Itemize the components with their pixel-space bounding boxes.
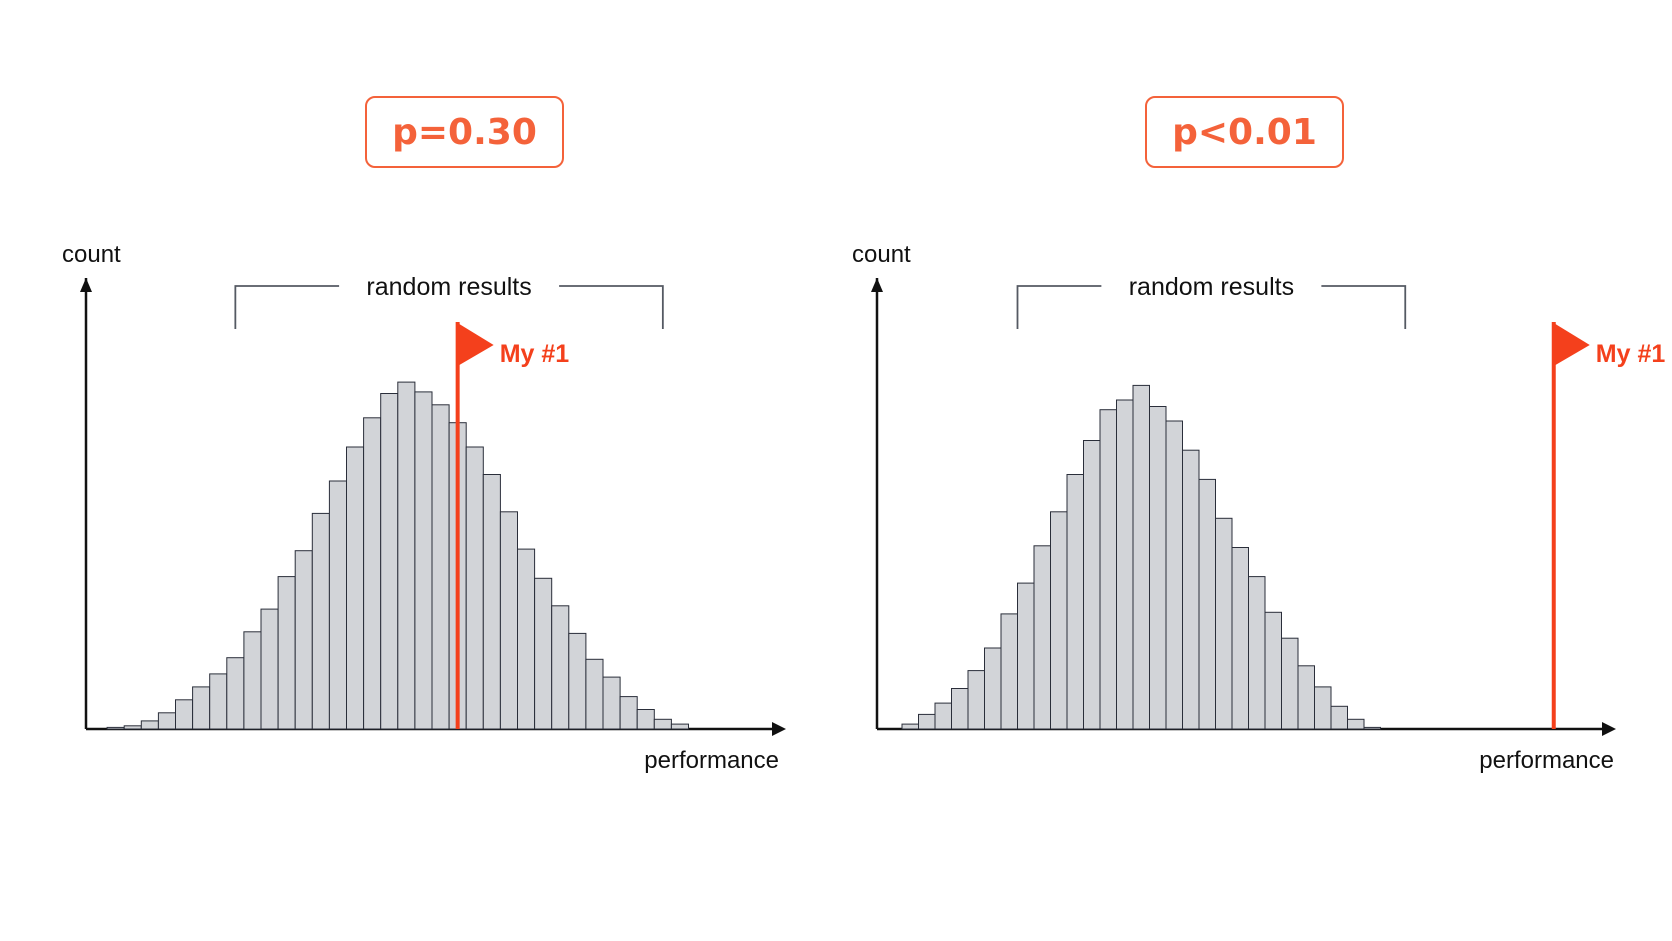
histogram-bar	[346, 446, 365, 730]
histogram-bar	[1198, 478, 1216, 730]
y-axis-label-right: count	[852, 241, 911, 268]
histogram-bar	[465, 446, 484, 730]
histogram-bar	[209, 673, 228, 730]
histogram-left: count performance random results My #1	[62, 241, 786, 774]
histogram-bar	[157, 712, 176, 730]
histogram-bar	[499, 511, 518, 730]
histogram-bar	[653, 718, 672, 730]
histogram-bar	[1281, 637, 1299, 730]
histogram-bar	[585, 658, 604, 730]
histogram-bar	[551, 605, 570, 730]
histogram-bar	[984, 647, 1002, 730]
range-bracket-right	[1016, 285, 1407, 329]
histogram-bar	[568, 632, 587, 730]
histogram-bar	[636, 709, 655, 730]
flag-icon	[457, 323, 494, 366]
flag-label-right: My #1	[1596, 340, 1666, 368]
histogram-bar	[1017, 582, 1035, 730]
bars-left	[106, 381, 690, 730]
histogram-bar	[1116, 399, 1134, 730]
histogram-bar	[106, 726, 125, 730]
histogram-bar	[243, 631, 262, 730]
histogram-bar	[140, 720, 159, 730]
histogram-bar	[918, 713, 936, 730]
range-label-left: random results	[366, 273, 531, 301]
histogram-bar	[602, 676, 621, 730]
histogram-bar	[1215, 517, 1233, 730]
bracket-left-arm	[234, 285, 340, 329]
histogram-bar	[311, 512, 330, 730]
histogram-bar	[363, 417, 382, 730]
histogram-bar	[1099, 409, 1117, 730]
histogram-bar	[294, 550, 313, 730]
flag-icon	[1553, 323, 1590, 366]
histogram-bar	[192, 686, 211, 730]
histogram-bar	[414, 391, 433, 730]
range-label-right: random results	[1129, 273, 1294, 301]
histogram-bar	[1083, 440, 1101, 730]
y-axis-label-left: count	[62, 241, 121, 268]
x-axis-arrow-right	[1602, 722, 1616, 736]
histogram-bar	[934, 702, 952, 730]
x-axis-arrow-left	[772, 722, 786, 736]
histogram-bar	[670, 723, 690, 730]
histogram-bar	[1347, 718, 1365, 730]
p-value-box-left: p=0.30	[365, 96, 564, 168]
y-axis-arrow-right	[871, 278, 883, 292]
histogram-bar	[1000, 613, 1018, 730]
y-axis-arrow-left	[80, 278, 92, 292]
histogram-bar	[1165, 420, 1183, 730]
histogram-bar	[1297, 665, 1315, 730]
histogram-bar	[1149, 406, 1167, 730]
histogram-bar	[328, 480, 347, 730]
histogram-bar	[619, 696, 638, 730]
bracket-left-arm	[1016, 285, 1102, 329]
histogram-bar	[967, 670, 985, 730]
flag-label-left: My #1	[500, 340, 570, 368]
histogram-bar	[397, 381, 416, 730]
histogram-bar	[1050, 511, 1068, 730]
x-axis-label-left: performance	[644, 747, 779, 774]
histogram-bar	[1314, 686, 1332, 730]
histogram-bar	[226, 657, 245, 730]
histogram-bar	[534, 577, 553, 730]
histogram-bar	[951, 688, 969, 730]
histogram-bar	[1330, 705, 1348, 730]
histogram-bar	[380, 393, 399, 730]
histogram-bar	[517, 548, 536, 730]
histogram-bar	[1248, 576, 1266, 730]
histogram-bar	[1033, 545, 1051, 730]
histogram-bar	[1231, 547, 1249, 730]
histogram-bar	[1132, 384, 1150, 730]
histogram-bar	[431, 404, 450, 730]
x-axis-label-right: performance	[1479, 747, 1614, 774]
bars-right	[901, 384, 1381, 730]
p-value-box-right: p<0.01	[1145, 96, 1344, 168]
histogram-bar	[1066, 474, 1084, 730]
flag-marker-left	[455, 322, 494, 729]
histogram-right: count performance random results My #1	[852, 241, 1665, 774]
bracket-right-arm	[559, 285, 664, 329]
flag-marker-right	[1551, 322, 1590, 729]
histogram-bar	[901, 723, 919, 730]
histogram-bar	[175, 699, 194, 730]
bracket-right-arm	[1321, 285, 1407, 329]
histogram-bar	[260, 608, 279, 730]
histogram-bar	[277, 576, 296, 730]
histogram-bar	[1182, 449, 1200, 730]
range-bracket-left	[234, 285, 664, 329]
histogram-bar	[1264, 611, 1282, 730]
histogram-bar	[482, 474, 501, 730]
histogram-bar	[1363, 726, 1381, 730]
histogram-bar	[123, 725, 142, 730]
